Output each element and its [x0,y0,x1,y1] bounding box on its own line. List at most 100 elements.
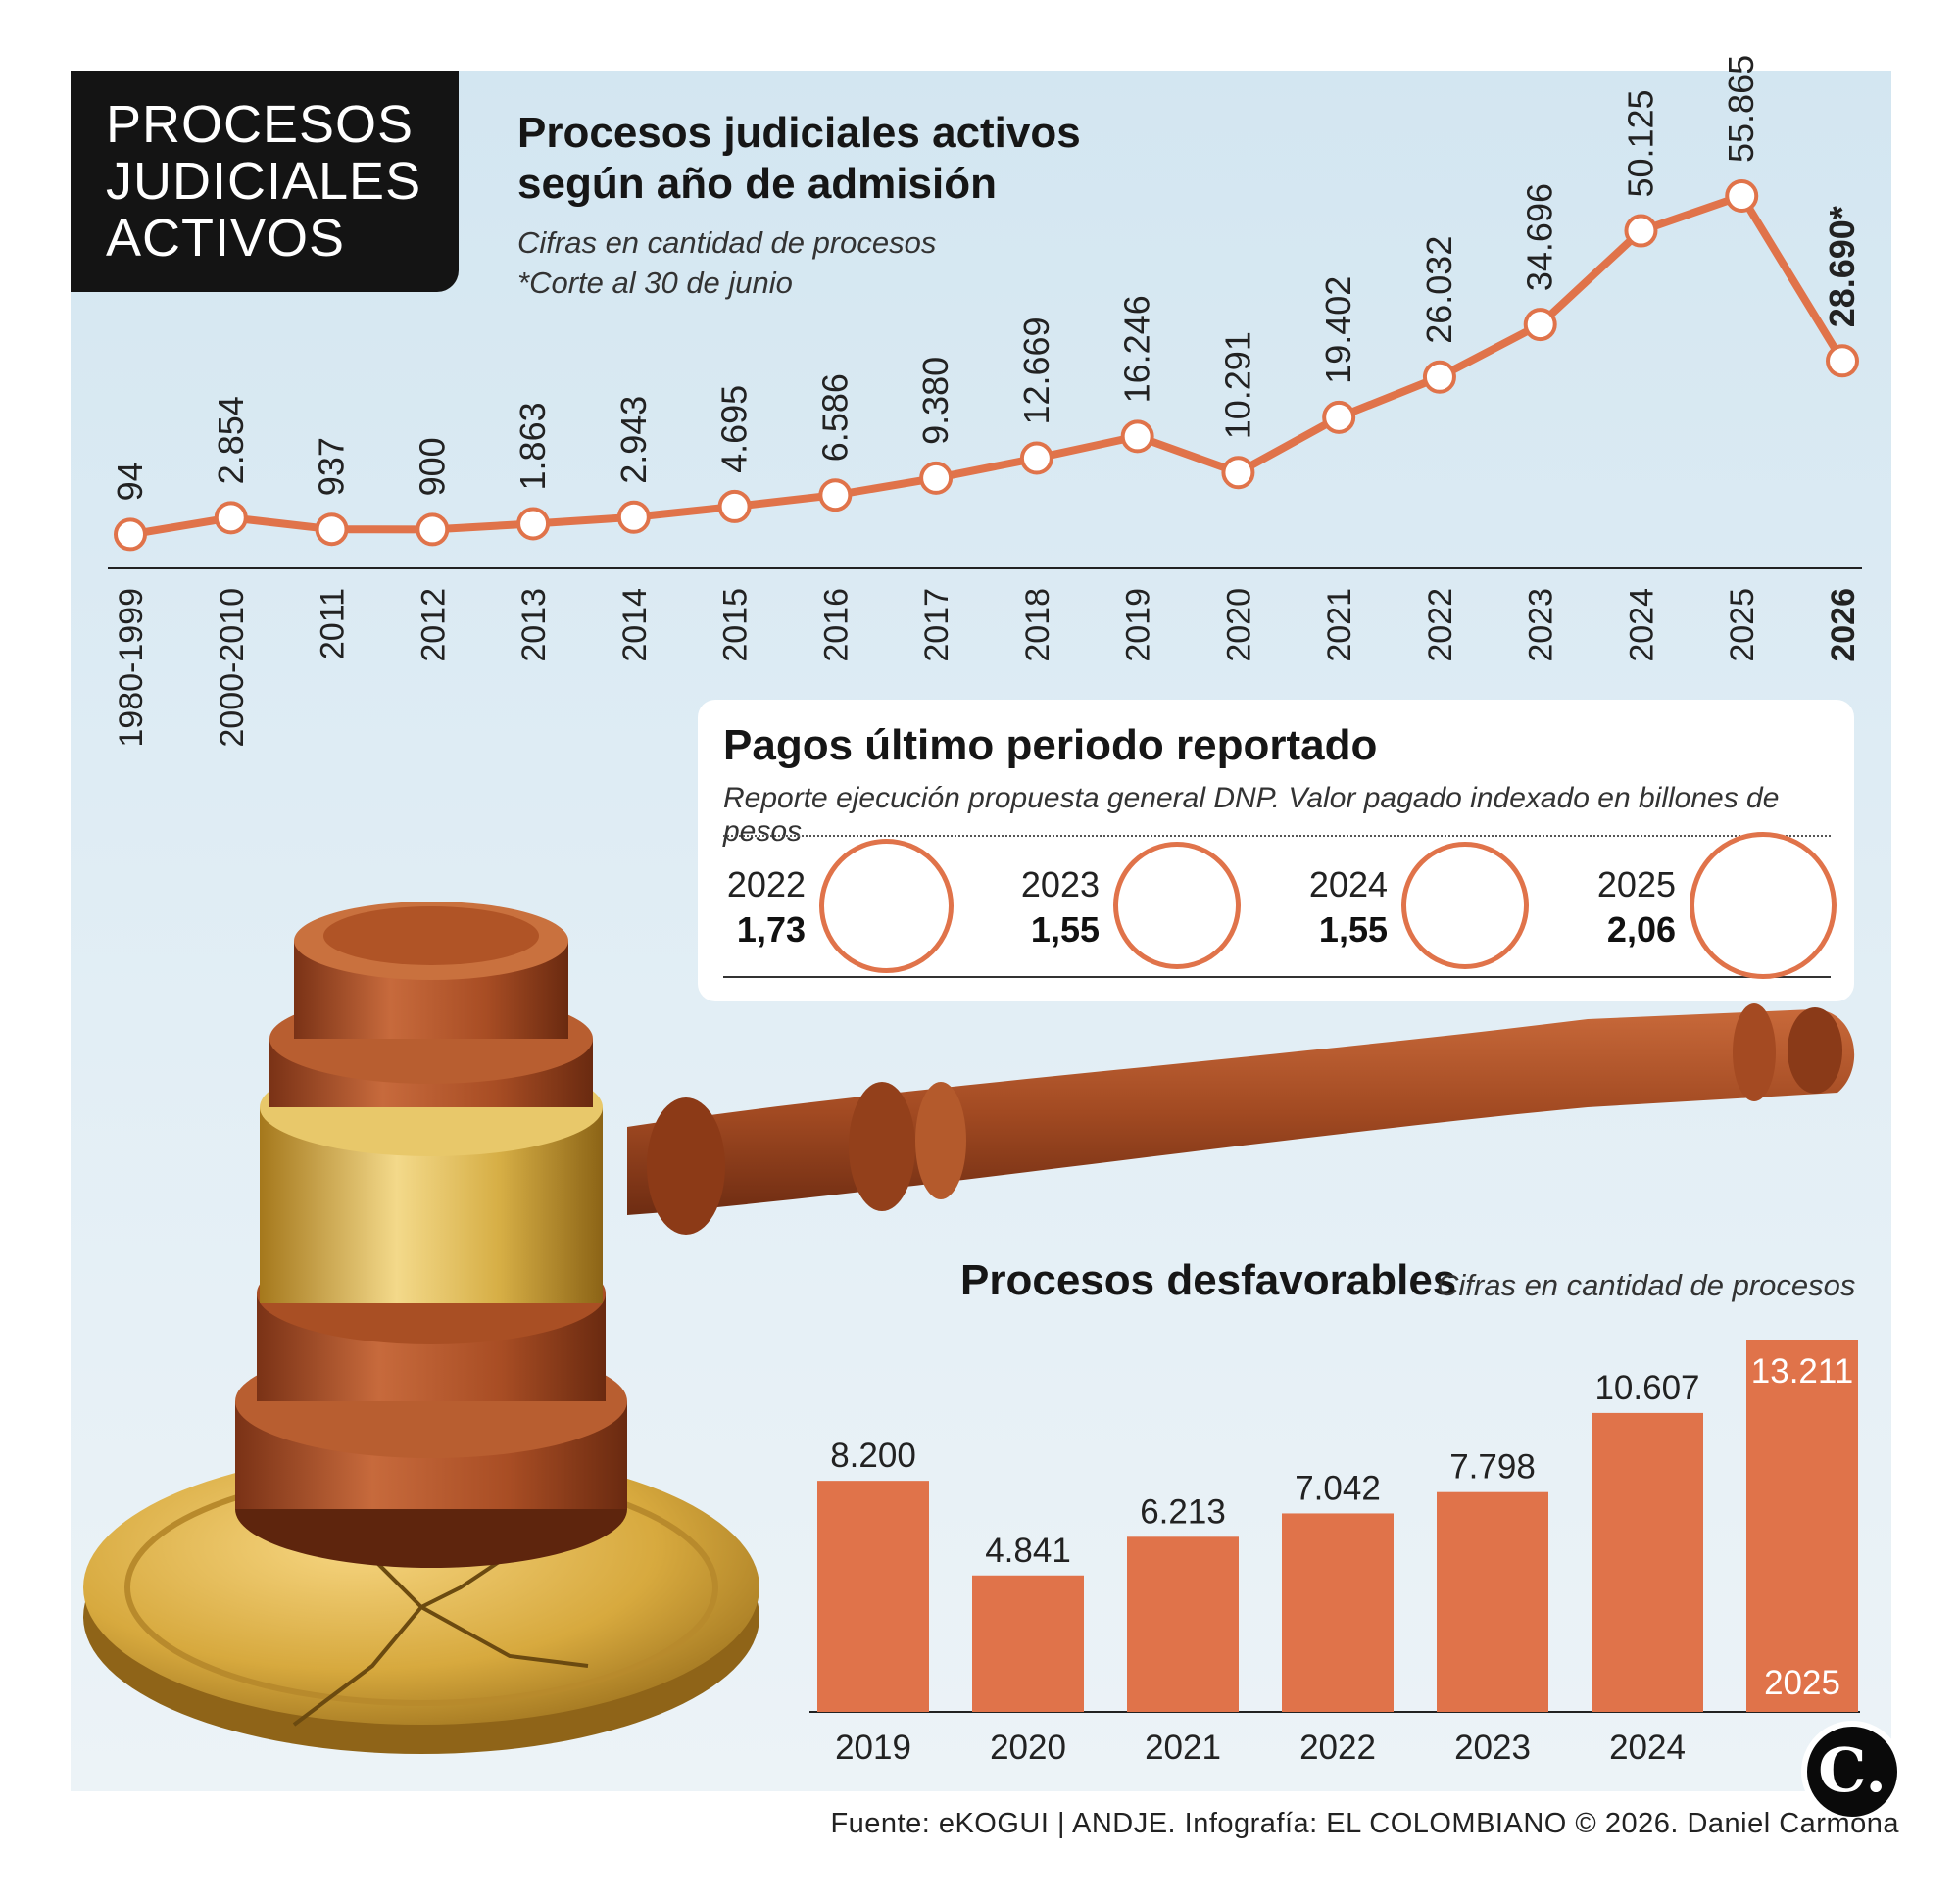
line-point [919,461,954,495]
line-tick-label: 2011 [315,588,352,659]
payment-year-2022: 2022 [726,864,806,904]
bar [1437,1491,1548,1712]
payment-value-2022: 1,73 [736,909,806,950]
gavel-handle-shape [627,1003,1855,1235]
payment-year-2024: 2024 [1308,864,1388,904]
line-data-label: 94 [110,462,150,501]
line-point [717,489,752,523]
payments-top-rule [723,835,1831,837]
bar-chart-subtitle: Cifras en cantidad de procesos [1437,1268,1856,1302]
main-title-line-3: ACTIVOS [106,209,346,268]
line-data-label: 1.863 [513,402,553,490]
bar-value-label: 7.042 [1295,1469,1381,1507]
bar [972,1575,1084,1712]
line-chart: 94 1980-1999 2.854 2000-2010 937 2011 900 2012 1… [108,55,1862,748]
line-chart-subtitle: Cifras en cantidad de procesos [517,225,937,260]
line-point [315,512,349,547]
bar-category-label: 2023 [1454,1729,1531,1767]
line-point [1624,214,1658,248]
line-point [1322,400,1356,434]
bar-category-label: 2022 [1299,1729,1376,1767]
payment-circle-2023 [1113,842,1241,969]
line-tick-label: 2018 [1019,588,1056,662]
line-tick-label: 2000-2010 [214,588,251,748]
gavel-head-shape [235,902,627,1568]
line-tick-label: 2014 [616,588,654,662]
line-point [616,500,651,534]
payment-circle-2024 [1401,842,1529,969]
line-tick-label: 2026 [1825,588,1862,662]
line-tick-label: 2022 [1422,588,1459,662]
line-point [818,478,853,512]
payment-value-2025: 2,06 [1606,909,1676,950]
line-point [1523,308,1557,342]
line-point [516,507,551,541]
line-tick-label: 2021 [1321,588,1358,662]
line-point [1422,360,1456,394]
bar [1127,1536,1239,1712]
line-tick-label: 2016 [817,588,855,662]
line-point [1725,179,1759,213]
bar-value-label: 4.841 [985,1532,1071,1570]
bar-category-label: 2020 [990,1729,1066,1767]
payment-value-2024: 1,55 [1318,909,1388,950]
main-title-line-2: JUDICIALES [106,152,422,211]
payment-circle-2022 [819,838,954,973]
bar [1592,1412,1703,1712]
line-tick-label: 2017 [918,588,956,662]
line-point [1221,456,1255,490]
main-title-box: PROCESOS JUDICIALES ACTIVOS [71,71,459,292]
bar-chart-title: Procesos desfavorables [960,1256,1457,1304]
line-data-label: 2.943 [613,396,654,484]
source-credit: Fuente: eKOGUI | ANDJE. Infografía: EL C… [830,1808,1899,1839]
payment-circle-2025 [1690,832,1837,979]
payment-year-2025: 2025 [1596,864,1676,904]
line-point [416,512,450,547]
payments-card: Pagos último periodo reportado Reporte e… [698,700,1854,1001]
payment-year-2023: 2023 [1020,864,1100,904]
line-point [1826,344,1859,378]
line-data-label: 10.291 [1217,331,1257,439]
payments-bottom-rule [723,976,1831,978]
line-data-label: 28.690* [1822,206,1862,327]
line-tick-label: 2015 [717,588,755,662]
line-series [129,192,1846,539]
line-data-label: 19.402 [1318,276,1358,384]
line-tick-label: 2024 [1623,588,1660,662]
bar [817,1481,929,1712]
line-data-label: 900 [412,437,452,496]
bar-category-label: 2021 [1145,1729,1221,1767]
line-tick-label: 2012 [415,588,452,662]
line-tick-label: 2025 [1724,588,1761,662]
bar-category-label: 2025 [1764,1664,1840,1702]
line-tick-label: 2013 [515,588,553,662]
bar-value-label: 8.200 [830,1437,916,1475]
bar-value-label: 7.798 [1449,1448,1536,1487]
line-data-label: 50.125 [1620,89,1660,197]
bar-value-label: 10.607 [1594,1369,1699,1407]
bar-value-label: 13.211 [1751,1352,1853,1390]
line-data-label: 55.865 [1721,55,1761,163]
line-chart-footnote: *Corte al 30 de junio [517,266,793,300]
line-data-label: 937 [312,437,352,496]
el-colombiano-logo: C. [1801,1721,1903,1823]
line-point [114,517,147,552]
line-tick-label: 2019 [1120,588,1157,662]
line-data-label: 12.669 [1016,317,1056,424]
line-data-label: 34.696 [1520,183,1560,291]
main-title-line-1: PROCESOS [106,95,415,154]
bar [1282,1513,1394,1712]
payments-title: Pagos último periodo reportado [723,721,1378,769]
line-chart-title: Procesos judiciales activos según año de… [517,109,1081,208]
line-data-label: 16.246 [1117,295,1157,403]
bar [1746,1340,1858,1712]
line-data-label: 2.854 [211,396,251,484]
line-data-label: 6.586 [814,373,855,462]
line-tick-label: 2020 [1220,588,1257,662]
line-data-label: 4.695 [714,385,755,473]
line-data-label: 9.380 [915,357,956,445]
bar-category-label: 2024 [1609,1729,1686,1767]
bar-category-label: 2019 [835,1729,911,1767]
